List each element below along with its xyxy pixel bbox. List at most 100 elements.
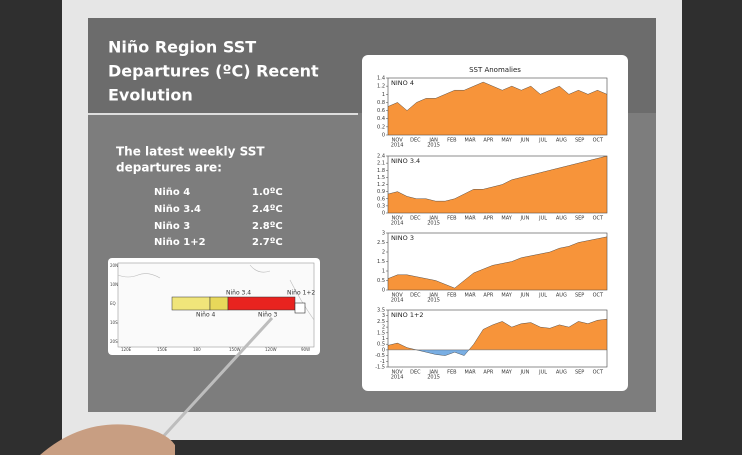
year-label: 2014 bbox=[391, 298, 404, 304]
region: Niño 1+2 bbox=[154, 237, 206, 248]
month-label: AUG bbox=[556, 293, 567, 299]
month-label: APR bbox=[483, 370, 493, 376]
month-label: JAN bbox=[428, 138, 438, 144]
map-label: Niño 3 bbox=[258, 312, 278, 319]
y-tick-label: 0.5 bbox=[377, 342, 385, 348]
panel-label: NINO 4 bbox=[391, 79, 414, 87]
month-label: JUN bbox=[519, 138, 529, 144]
y-tick-label: 1.2 bbox=[377, 84, 385, 90]
title-line: Evolution bbox=[108, 86, 193, 105]
nino3-box bbox=[227, 296, 296, 311]
y-tick-label: 0.6 bbox=[377, 196, 385, 202]
y-tick-label: 1.5 bbox=[377, 259, 385, 265]
y-tick-label: 0.3 bbox=[377, 203, 385, 209]
month-label: FEB bbox=[447, 138, 457, 144]
lat-label: 10S bbox=[110, 320, 118, 325]
lat-label: 10N bbox=[110, 282, 118, 287]
month-label: JUL bbox=[538, 370, 547, 376]
lat-label: EQ bbox=[110, 301, 116, 306]
year-label: 2015 bbox=[427, 375, 440, 381]
month-label: AUG bbox=[556, 370, 567, 376]
month-label: JAN bbox=[428, 293, 438, 299]
coastline bbox=[117, 264, 315, 321]
month-label: AUG bbox=[556, 138, 567, 144]
y-tick-label: 2.5 bbox=[377, 240, 385, 246]
hand bbox=[40, 424, 175, 455]
month-label: JUN bbox=[519, 370, 529, 376]
panel-label: NINO 1+2 bbox=[391, 311, 424, 319]
month-label: FEB bbox=[447, 293, 457, 299]
month-label: APR bbox=[483, 138, 493, 144]
anomaly-area bbox=[388, 81, 607, 135]
title-line: Niño Region SST bbox=[108, 38, 256, 57]
y-tick-label: -1.5 bbox=[375, 365, 385, 371]
y-tick-label: 1 bbox=[382, 336, 385, 342]
month-label: MAY bbox=[501, 370, 512, 376]
month-label: MAY bbox=[501, 216, 512, 222]
lon-label: 120W bbox=[265, 347, 277, 352]
y-tick-label: 0.6 bbox=[377, 108, 385, 114]
month-label: APR bbox=[483, 216, 493, 222]
month-label: MAY bbox=[501, 293, 512, 299]
year-label: 2015 bbox=[427, 221, 440, 227]
y-tick-label: 2 bbox=[382, 250, 385, 256]
lon-label: 120E bbox=[121, 347, 132, 352]
month-label: FEB bbox=[447, 216, 457, 222]
month-label: NOV bbox=[392, 370, 404, 376]
title-line: Departures (ºC) Recent bbox=[108, 62, 319, 81]
anomaly-area bbox=[388, 349, 607, 356]
month-label: SEP bbox=[575, 293, 584, 299]
month-label: JAN bbox=[428, 216, 438, 222]
month-label: AUG bbox=[556, 216, 567, 222]
anomaly-area bbox=[388, 156, 607, 213]
y-tick-label: 3.5 bbox=[377, 308, 385, 314]
month-label: NOV bbox=[392, 216, 404, 222]
map-label: Niño 4 bbox=[196, 312, 216, 319]
month-label: OCT bbox=[593, 216, 604, 222]
anomaly-area bbox=[388, 318, 607, 350]
year-label: 2014 bbox=[391, 221, 404, 227]
lon-label: 180 bbox=[193, 347, 201, 352]
region: Niño 3.4 bbox=[154, 204, 201, 215]
year-label: 2015 bbox=[427, 298, 440, 304]
month-label: DEC bbox=[410, 216, 421, 222]
month-label: SEP bbox=[575, 370, 584, 376]
month-label: FEB bbox=[447, 370, 457, 376]
panel-label: NINO 3 bbox=[391, 234, 414, 242]
y-tick-label: 0.4 bbox=[377, 116, 385, 122]
year-label: 2014 bbox=[391, 143, 404, 149]
y-tick-label: -1 bbox=[380, 359, 385, 365]
departure: 1.0ºC bbox=[252, 187, 283, 198]
nino4-box bbox=[171, 296, 211, 311]
y-tick-label: 3 bbox=[382, 313, 385, 319]
lat-label: 20N bbox=[110, 263, 118, 268]
month-label: DEC bbox=[410, 138, 421, 144]
lon-label: 90W bbox=[301, 347, 310, 352]
y-tick-label: 0 bbox=[382, 133, 385, 139]
y-tick-label: 1.8 bbox=[377, 168, 385, 174]
departure: 2.8ºC bbox=[252, 221, 283, 232]
y-tick-label: 2 bbox=[382, 325, 385, 331]
y-tick-label: 0 bbox=[382, 347, 385, 353]
month-label: JUN bbox=[519, 293, 529, 299]
y-tick-label: 0 bbox=[382, 288, 385, 294]
month-label: MAR bbox=[465, 293, 477, 299]
month-label: APR bbox=[483, 293, 493, 299]
month-label: MAR bbox=[465, 138, 477, 144]
y-tick-label: 1.2 bbox=[377, 182, 385, 188]
year-label: 2015 bbox=[427, 143, 440, 149]
month-label: JAN bbox=[428, 370, 438, 376]
region: Niño 3 bbox=[154, 221, 190, 232]
month-label: JUL bbox=[538, 293, 547, 299]
month-label: OCT bbox=[593, 370, 604, 376]
y-tick-label: 0.8 bbox=[377, 100, 385, 106]
month-label: MAY bbox=[501, 138, 512, 144]
y-tick-label: 0.5 bbox=[377, 278, 385, 284]
chart-card bbox=[362, 55, 628, 391]
lon-label: 150E bbox=[157, 347, 168, 352]
nino12-box bbox=[294, 302, 306, 314]
nino34-box bbox=[209, 296, 229, 311]
month-label: OCT bbox=[593, 138, 604, 144]
month-label: JUL bbox=[538, 216, 547, 222]
